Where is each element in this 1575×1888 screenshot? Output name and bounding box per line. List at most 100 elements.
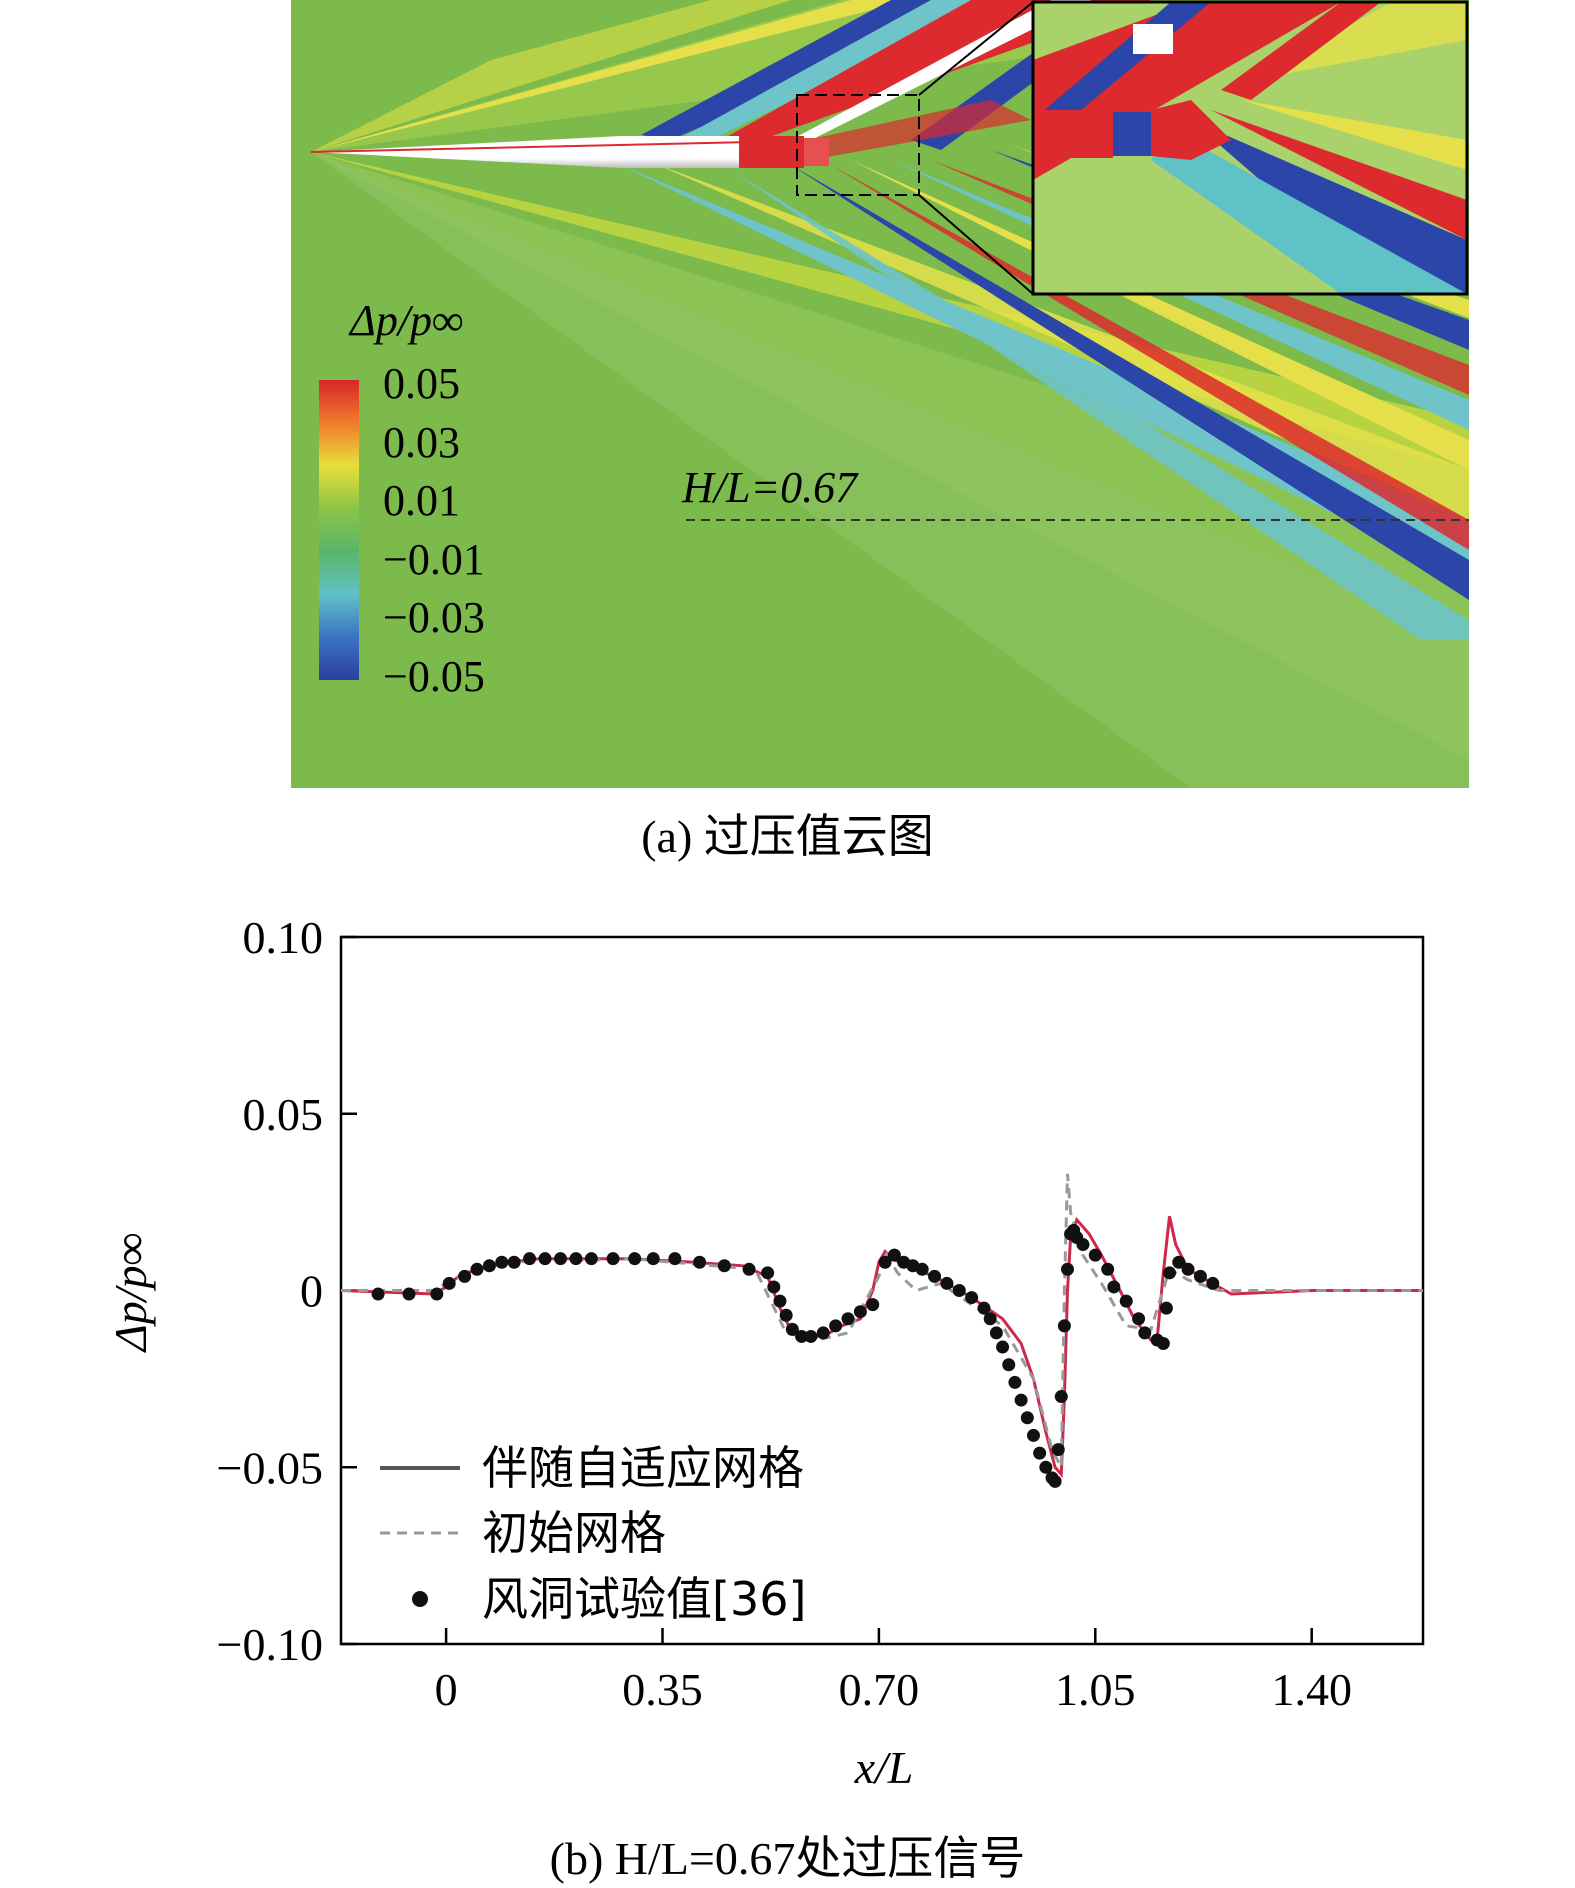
experiment-point	[983, 1312, 997, 1326]
legend-label: 伴随自适应网格	[482, 1441, 804, 1495]
experiment-point	[1020, 1411, 1034, 1425]
experiment-point	[1039, 1460, 1053, 1474]
y-tick-label: 0	[300, 1266, 323, 1317]
hl-line-label: H/L=0.67	[682, 463, 858, 512]
legend-swatch-marker	[412, 1591, 428, 1607]
overpressure-contour-map	[291, 0, 1469, 788]
experiment-point	[1119, 1294, 1133, 1308]
colorbar-tick-labels: 0.05 0.03 0.01 −0.01 −0.03 −0.05	[383, 355, 485, 706]
experiment-point	[458, 1269, 472, 1283]
experiment-point	[1060, 1262, 1074, 1276]
experiment-point	[928, 1269, 942, 1283]
experiment-point	[1088, 1248, 1102, 1262]
experiment-point	[1033, 1446, 1047, 1460]
experiment-point	[779, 1308, 793, 1322]
experiment-point	[965, 1291, 979, 1305]
experiment-point	[887, 1248, 901, 1262]
experiment-point	[1138, 1326, 1152, 1340]
marker-layer	[371, 1223, 1220, 1488]
x-axis: 0 0.35 0.70 1.05 1.40	[435, 1628, 1352, 1715]
colorbar-tick-label: −0.05	[383, 651, 485, 701]
series-line-initial-grid	[341, 1173, 1423, 1468]
series-layer	[340, 1173, 1423, 1479]
experiment-point	[773, 1294, 787, 1308]
experiment-point	[767, 1280, 781, 1294]
experiment-point	[1076, 1238, 1090, 1252]
experiment-point	[878, 1255, 892, 1269]
experiment-point	[628, 1252, 642, 1266]
y-axis: 0.10 0.05 0 −0.05 −0.10	[217, 912, 357, 1670]
experiment-point	[1051, 1443, 1065, 1457]
legend-label: 风洞试验值[36]	[482, 1572, 806, 1626]
experiment-point	[1132, 1312, 1146, 1326]
experiment-point	[1008, 1375, 1022, 1389]
experiment-point	[646, 1252, 660, 1266]
experiment-point	[816, 1326, 830, 1340]
experiment-point	[1159, 1301, 1173, 1315]
colorbar-tick-label: −0.03	[383, 593, 485, 642]
colorbar-tick-label: 0.03	[383, 417, 460, 467]
experiment-point	[1002, 1358, 1016, 1372]
experiment-point	[442, 1276, 456, 1290]
experiment-point	[1193, 1269, 1207, 1283]
y-axis-label: Δp/p∞	[105, 1233, 156, 1354]
experiment-point	[853, 1305, 867, 1319]
experiment-point	[507, 1255, 521, 1269]
colorbar	[319, 380, 359, 680]
experiment-point	[1181, 1262, 1195, 1276]
experiment-point	[1014, 1393, 1028, 1407]
experiment-point	[795, 1329, 809, 1343]
x-tick-label: 1.05	[1055, 1664, 1136, 1715]
experiment-point	[523, 1252, 537, 1266]
experiment-point	[430, 1287, 444, 1301]
experiment-point	[841, 1312, 855, 1326]
experiment-point	[1057, 1319, 1071, 1333]
experiment-point	[1101, 1262, 1115, 1276]
experiment-point	[989, 1326, 1003, 1340]
experiment-point	[829, 1319, 843, 1333]
x-tick-label: 1.40	[1271, 1664, 1352, 1715]
x-tick-label: 0	[435, 1664, 458, 1715]
colorbar-tick-label: 0.05	[383, 359, 460, 408]
experiment-point	[538, 1252, 552, 1266]
experiment-point	[940, 1276, 954, 1290]
experiment-point	[584, 1252, 598, 1266]
y-tick-label: −0.10	[217, 1619, 323, 1670]
colorbar-tick-label: 0.01	[383, 476, 460, 525]
colorbar-tick-label: −0.01	[383, 534, 485, 584]
overpressure-signal-chart: 0.10 0.05 0 −0.05 −0.10 0 0.35 0.70 1.05 1.40 伴随…	[105, 912, 1425, 1793]
y-tick-label: −0.05	[217, 1442, 323, 1493]
experiment-point	[1026, 1428, 1040, 1442]
x-tick-label: 0.35	[622, 1664, 703, 1715]
colorbar-title: Δp/p∞	[350, 296, 464, 345]
experiment-point	[977, 1301, 991, 1315]
experiment-point	[1172, 1255, 1186, 1269]
y-tick-label: 0.05	[243, 1089, 324, 1140]
y-tick-label: 0.10	[243, 912, 324, 963]
experiment-point	[1156, 1337, 1170, 1351]
experiment-point	[606, 1252, 620, 1266]
experiment-point	[495, 1255, 509, 1269]
zoom-inset	[1033, 2, 1467, 294]
experiment-point	[717, 1259, 731, 1273]
series-line-adjoint-adaptive	[340, 1215, 1423, 1479]
x-tick-label: 0.70	[839, 1664, 920, 1715]
experiment-point	[371, 1287, 385, 1301]
experiment-point	[866, 1298, 880, 1312]
experiment-point	[402, 1287, 416, 1301]
experiment-point	[1048, 1474, 1062, 1488]
experiment-point	[482, 1259, 496, 1273]
caption-panel-a: (a) 过压值云图	[641, 811, 934, 862]
experiment-point	[785, 1322, 799, 1336]
experiment-point	[742, 1262, 756, 1276]
experiment-point	[1054, 1390, 1068, 1404]
legend-label: 初始网格	[482, 1506, 666, 1560]
experiment-point	[693, 1255, 707, 1269]
experiment-point	[996, 1340, 1010, 1354]
experiment-point	[1107, 1280, 1121, 1294]
experiment-point	[915, 1262, 929, 1276]
experiment-point	[761, 1266, 775, 1280]
experiment-point	[553, 1252, 567, 1266]
x-axis-label: x/L	[854, 1742, 914, 1793]
